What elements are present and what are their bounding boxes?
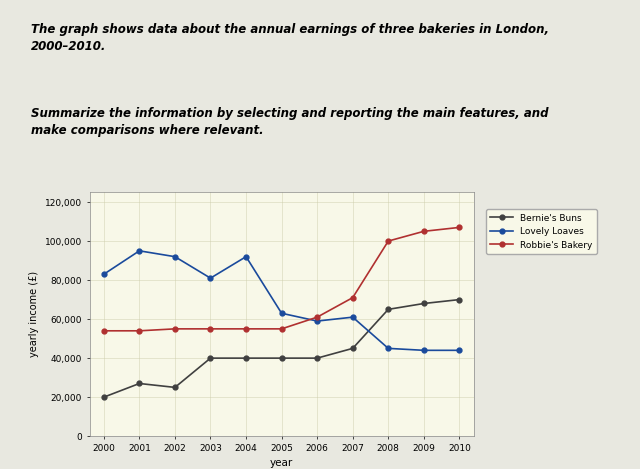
- Text: The graph shows data about the annual earnings of three bakeries in London,
2000: The graph shows data about the annual ea…: [31, 23, 549, 53]
- X-axis label: year: year: [270, 458, 293, 469]
- Y-axis label: yearly income (£): yearly income (£): [29, 271, 39, 357]
- Legend: Bernie's Buns, Lovely Loaves, Robbie's Bakery: Bernie's Buns, Lovely Loaves, Robbie's B…: [486, 209, 597, 254]
- Text: Summarize the information by selecting and reporting the main features, and
make: Summarize the information by selecting a…: [31, 107, 548, 137]
